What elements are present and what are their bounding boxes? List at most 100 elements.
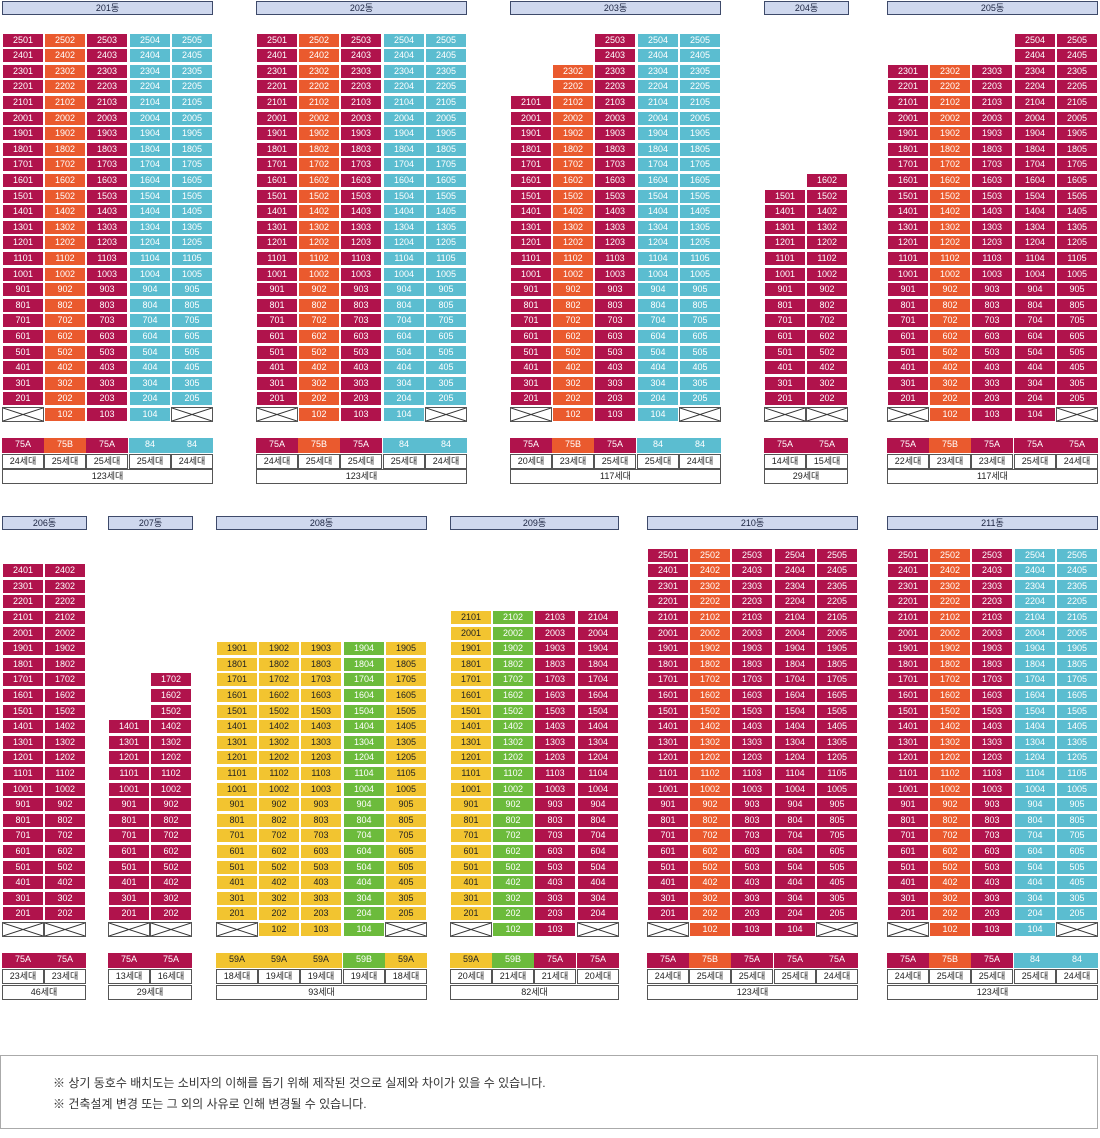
unit-cell: 1003: [534, 782, 576, 797]
unit-cell: 1301: [887, 220, 929, 235]
unit-cell: 1305: [385, 735, 427, 750]
unit-cell: 1604: [1014, 173, 1056, 188]
empty-slot: [256, 407, 298, 422]
unit-type-label: 59B: [492, 953, 534, 968]
unit-type-label: 75B: [689, 953, 731, 968]
unit-cell: 2405: [679, 48, 721, 63]
unit-count-label: 25세대: [594, 454, 636, 469]
unit-type-label: 75A: [2, 438, 44, 453]
unit-cell: 504: [383, 345, 425, 360]
unit-cell: 1104: [1014, 766, 1056, 781]
unit-cell: 1402: [258, 719, 300, 734]
unit-cell: 1005: [1056, 267, 1098, 282]
unit-cell: 1501: [450, 704, 492, 719]
unit-cell: 1005: [385, 782, 427, 797]
unit-cell: 1002: [689, 782, 731, 797]
unit-cell: 1001: [887, 782, 929, 797]
unit-cell: 701: [764, 313, 806, 328]
unit-cell: 1202: [258, 750, 300, 765]
unit-cell: 805: [1056, 298, 1098, 313]
unit-cell: 302: [258, 891, 300, 906]
unit-cell: 1403: [340, 204, 382, 219]
unit-cell: 2203: [594, 79, 636, 94]
unit-cell: 402: [44, 875, 86, 890]
unit-cell: 404: [1014, 875, 1056, 890]
unit-cell: 104: [383, 407, 425, 422]
unit-cell: 704: [637, 313, 679, 328]
unit-count-label: 24세대: [256, 454, 298, 469]
unit-cell: 1602: [552, 173, 594, 188]
unit-cell: 104: [1014, 407, 1056, 422]
unit-cell: 1803: [300, 657, 342, 672]
unit-cell: 302: [806, 376, 848, 391]
unit-cell: 705: [171, 313, 213, 328]
unit-cell: 603: [86, 329, 128, 344]
unit-cell: 1901: [216, 641, 258, 656]
building-total-label: 123세대: [887, 985, 1098, 1000]
unit-cell: 203: [971, 906, 1013, 921]
unit-cell: 1501: [2, 189, 44, 204]
unit-cell: 1301: [2, 735, 44, 750]
unit-cell: 602: [150, 844, 192, 859]
unit-cell: 504: [1014, 860, 1056, 875]
unit-cell: 1404: [343, 719, 385, 734]
unit-cell: 401: [647, 875, 689, 890]
unit-cell: 1403: [594, 204, 636, 219]
unit-cell: 1803: [86, 142, 128, 157]
building-label: 206동: [2, 516, 87, 530]
unit-cell: 2305: [816, 579, 858, 594]
unit-cell: 602: [298, 329, 340, 344]
pilotis-cross-icon: [578, 923, 618, 936]
unit-cell: 203: [534, 906, 576, 921]
unit-cell: 1904: [129, 126, 171, 141]
unit-cell: 1101: [108, 766, 150, 781]
unit-cell: 1105: [679, 251, 721, 266]
unit-cell: 2104: [637, 95, 679, 110]
unit-cell: 505: [1056, 345, 1098, 360]
unit-cell: 1001: [2, 782, 44, 797]
unit-cell: 1604: [129, 173, 171, 188]
unit-cell: 2003: [340, 111, 382, 126]
unit-cell: 903: [971, 282, 1013, 297]
unit-cell: 301: [2, 376, 44, 391]
unit-cell: 905: [171, 282, 213, 297]
unit-cell: 303: [731, 891, 773, 906]
unit-cell: 1702: [929, 157, 971, 172]
pilotis-cross-icon: [765, 408, 805, 421]
pilotis-cross-icon: [109, 923, 149, 936]
unit-cell: 1504: [383, 189, 425, 204]
unit-cell: 902: [929, 797, 971, 812]
unit-cell: 1801: [450, 657, 492, 672]
unit-cell: 602: [552, 329, 594, 344]
unit-cell: 1203: [86, 235, 128, 250]
unit-cell: 2105: [679, 95, 721, 110]
unit-cell: 802: [150, 813, 192, 828]
unit-cell: 805: [385, 813, 427, 828]
unit-cell: 1202: [806, 235, 848, 250]
unit-cell: 602: [929, 844, 971, 859]
building-total-label: 46세대: [2, 985, 86, 1000]
unit-cell: 2302: [929, 64, 971, 79]
unit-cell: 102: [44, 407, 86, 422]
unit-cell: 504: [129, 345, 171, 360]
unit-cell: 1002: [492, 782, 534, 797]
unit-cell: 1005: [1056, 782, 1098, 797]
unit-cell: 1002: [552, 267, 594, 282]
unit-cell: 1401: [887, 204, 929, 219]
unit-cell: 1502: [150, 704, 192, 719]
unit-cell: 302: [929, 376, 971, 391]
unit-count-label: 25세대: [1014, 969, 1056, 984]
unit-cell: 1205: [385, 750, 427, 765]
unit-cell: 1501: [887, 704, 929, 719]
unit-cell: 1805: [1056, 142, 1098, 157]
unit-cell: 1401: [510, 204, 552, 219]
unit-cell: 2002: [552, 111, 594, 126]
unit-cell: 1401: [216, 719, 258, 734]
unit-cell: 2305: [171, 64, 213, 79]
unit-count-label: 24세대: [2, 454, 44, 469]
unit-cell: 1503: [534, 704, 576, 719]
unit-cell: 1701: [510, 157, 552, 172]
unit-cell: 605: [425, 329, 467, 344]
unit-cell: 2205: [816, 594, 858, 609]
unit-cell: 1503: [971, 189, 1013, 204]
